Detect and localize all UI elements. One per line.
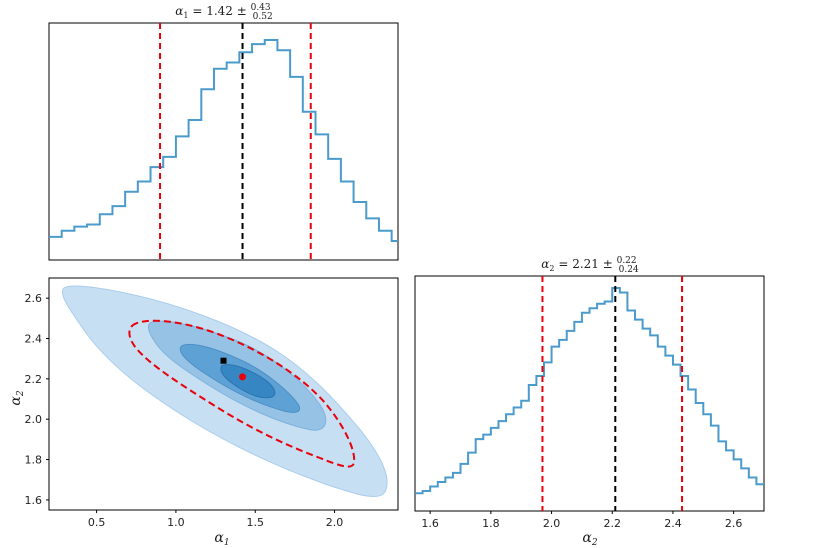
joint-y-tick-label: 2.2 [25, 373, 43, 386]
joint-contours [62, 285, 388, 498]
joint-y-tick-label: 1.8 [25, 454, 43, 467]
joint-xlabel: α1 [214, 530, 229, 548]
contour-level-4 [220, 364, 276, 399]
alpha2-x-tick-label: 1.6 [421, 517, 439, 530]
alpha1-histogram [49, 39, 398, 242]
alpha2-xlabel: α2 [582, 530, 597, 548]
alpha2-x-tick-label: 2.2 [604, 517, 622, 530]
joint-x-ticks: 0.5 1.0 1.5 2.0 [88, 510, 343, 529]
joint-y-tick-label: 1.6 [25, 494, 43, 507]
alpha2-x-ticks: 1.6 1.8 2.0 2.2 2.4 2.6 [421, 511, 742, 530]
alpha2-title: α2 = 2.21 ± 0.22 0.24 [541, 256, 639, 275]
joint-y-tick-label: 2.6 [25, 292, 43, 305]
joint-x-tick-label: 1.5 [246, 516, 264, 529]
joint-y-tick-label: 2.4 [25, 333, 43, 346]
best-fit-marker [239, 373, 247, 381]
joint-x-tick-label: 0.5 [88, 516, 106, 529]
joint-ylabel: α2 [8, 390, 26, 405]
alpha1-title: α1 = 1.42 ± 0.43 0.52 [175, 3, 272, 22]
alpha1-marginal-frame [48, 22, 399, 261]
joint-frame [48, 277, 399, 511]
contour-dashed-interval [128, 319, 356, 468]
alpha2-x-tick-label: 2.6 [725, 517, 743, 530]
alpha2-x-tick-label: 2.4 [664, 517, 682, 530]
true-value-marker [220, 357, 227, 364]
alpha2-x-tick-label: 2.0 [543, 517, 561, 530]
joint-y-ticks: 1.6 1.8 2.0 2.2 2.4 2.6 [25, 292, 49, 507]
alpha2-histogram [415, 287, 764, 495]
joint-y-tick-label: 2.0 [25, 413, 43, 426]
alpha2-marginal-frame [414, 275, 765, 512]
joint-x-tick-label: 1.0 [167, 516, 185, 529]
joint-x-tick-label: 2.0 [326, 516, 344, 529]
alpha2-x-tick-label: 1.8 [482, 517, 500, 530]
